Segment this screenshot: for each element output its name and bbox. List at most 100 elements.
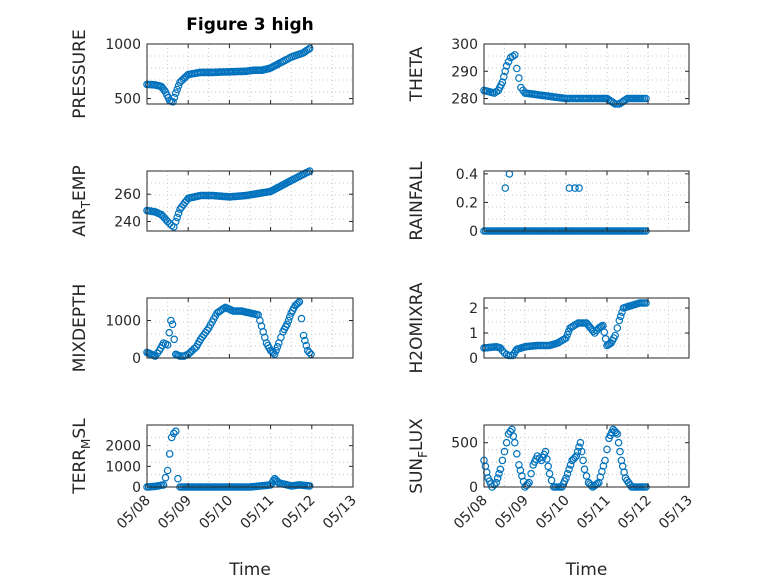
data-point [601, 456, 609, 465]
data-point [510, 51, 519, 59]
y-tick-label: 290 [451, 64, 478, 80]
y-tick-label: 0 [469, 480, 478, 496]
data-point [615, 316, 624, 325]
data-point [563, 330, 572, 339]
axes-box [146, 43, 354, 105]
y-tick-label: 1000 [105, 37, 141, 53]
panel-top-right: 280 290 300 THETA [407, 37, 690, 108]
data-point [616, 312, 625, 321]
data-point [577, 447, 586, 456]
data-point [301, 336, 309, 345]
y-tick-label: 260 [114, 187, 141, 203]
data-point [535, 454, 544, 463]
data-point [616, 447, 624, 456]
data-point [165, 328, 174, 337]
data-point [527, 469, 535, 478]
y-tick-label: 0.4 [456, 167, 478, 183]
y-axis-label: SUNFLUX [407, 418, 430, 494]
data-point [498, 456, 507, 465]
data-point [512, 64, 521, 73]
data-series [143, 44, 314, 106]
data-point [572, 452, 581, 460]
data-point [273, 342, 282, 351]
y-tick-label: 1000 [105, 459, 141, 475]
y-tick-label: 500 [114, 92, 141, 108]
data-point [159, 481, 168, 489]
data-point [566, 461, 575, 469]
data-point [305, 482, 314, 490]
data-point [167, 433, 176, 442]
y-axis-label: MIXDEPTH [70, 284, 90, 373]
data-point [504, 57, 513, 66]
data-point [543, 455, 551, 463]
axes-box [483, 297, 690, 359]
data-point [515, 74, 523, 82]
y-tick-label: 300 [451, 37, 478, 53]
data-point [502, 62, 511, 70]
axes-box [146, 170, 354, 232]
data-point [642, 299, 650, 307]
data-point [188, 346, 197, 355]
data-point [579, 456, 587, 465]
data-point [294, 299, 302, 307]
data-point [172, 89, 180, 97]
data-point [573, 447, 582, 456]
data-point [544, 462, 553, 471]
data-point [168, 320, 177, 329]
x-axis-label: Time [565, 560, 608, 580]
data-point [613, 324, 622, 332]
data-point [510, 438, 519, 447]
data-series [480, 51, 650, 108]
data-point [285, 312, 294, 321]
y-axis-label: THETA [407, 46, 427, 102]
data-point [172, 427, 180, 436]
panel-top-left: 500 1000 PRESSURE Figure 3 high [70, 15, 354, 119]
panel-lower-right: 0 1 2 H2OMIXRA [407, 282, 690, 374]
axes-box [146, 297, 354, 359]
data-point [571, 184, 579, 192]
data-point [603, 445, 611, 454]
data-point [161, 473, 170, 482]
panel-middle-left: 240 260 AIRTEMP [70, 165, 354, 237]
data-point [492, 478, 501, 487]
data-point [500, 447, 509, 456]
data-point [580, 465, 589, 474]
data-point [490, 480, 499, 489]
data-point [575, 184, 583, 192]
x-axis-label: Time [228, 560, 271, 580]
panel-middle-right: 0 0.2 0.4 RAINFALL [407, 161, 690, 241]
data-point [270, 350, 279, 359]
y-tick-label: 2 [469, 301, 478, 317]
data-point [502, 438, 511, 447]
data-point [541, 447, 550, 456]
y-tick-label: 0 [469, 351, 478, 367]
data-point [295, 297, 304, 306]
data-point [283, 320, 291, 329]
data-point [272, 346, 280, 355]
data-point [501, 184, 510, 192]
data-point [167, 316, 175, 325]
y-tick-label: 0 [132, 351, 141, 367]
axes-box [483, 170, 690, 232]
data-point [284, 316, 293, 325]
data-point [614, 438, 623, 447]
y-axis-label: TERRMSL [70, 418, 93, 495]
y-tick-label: 280 [451, 92, 478, 108]
data-point [174, 474, 182, 483]
y-tick-label: 0 [469, 224, 478, 240]
y-tick-label: 1 [469, 326, 478, 342]
panel-lower-left: 0 1000 MIXDEPTH [70, 284, 354, 373]
data-point [498, 78, 507, 87]
axes-box [146, 424, 354, 488]
data-point [172, 217, 180, 226]
data-point [582, 472, 591, 480]
data-point [512, 449, 521, 458]
y-tick-label: 0 [132, 480, 141, 496]
data-point [563, 469, 572, 478]
data-point [493, 474, 502, 482]
data-point [170, 93, 179, 102]
data-point [499, 72, 508, 81]
data-point [576, 438, 585, 447]
data-point [495, 469, 503, 478]
